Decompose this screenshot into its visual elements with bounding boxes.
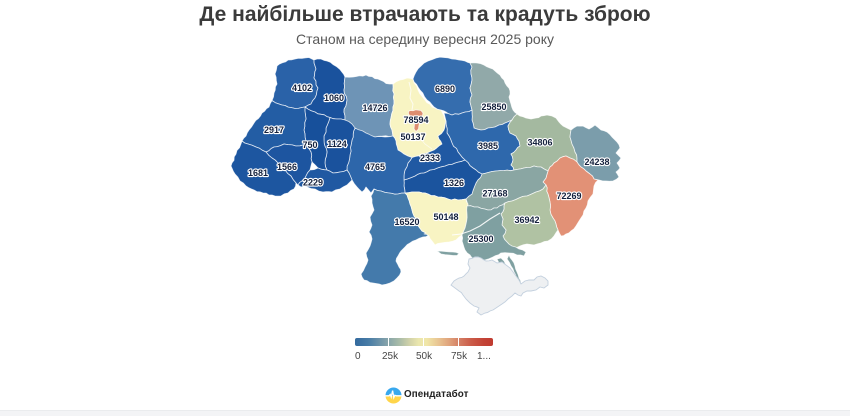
- svg-text:25850: 25850: [481, 102, 506, 112]
- svg-text:3985: 3985: [478, 141, 498, 151]
- svg-text:2229: 2229: [303, 178, 323, 188]
- svg-text:72269: 72269: [556, 191, 581, 201]
- svg-text:2333: 2333: [420, 153, 440, 163]
- svg-text:1124: 1124: [327, 139, 347, 149]
- svg-text:1060: 1060: [324, 93, 344, 103]
- svg-text:24238: 24238: [584, 157, 609, 167]
- svg-text:36942: 36942: [514, 215, 539, 225]
- svg-text:1566: 1566: [277, 162, 297, 172]
- svg-text:50137: 50137: [400, 132, 425, 142]
- svg-text:14726: 14726: [362, 103, 387, 113]
- svg-text:4765: 4765: [365, 162, 385, 172]
- svg-text:1681: 1681: [248, 168, 268, 178]
- svg-text:6890: 6890: [435, 84, 455, 94]
- svg-text:34806: 34806: [527, 138, 552, 148]
- svg-text:750: 750: [302, 140, 317, 150]
- svg-text:25300: 25300: [468, 234, 493, 244]
- svg-text:78594: 78594: [403, 115, 428, 125]
- svg-text:16520: 16520: [394, 217, 419, 227]
- svg-text:50148: 50148: [433, 212, 458, 222]
- svg-text:27168: 27168: [482, 189, 507, 199]
- svg-text:1326: 1326: [444, 178, 464, 188]
- svg-text:4102: 4102: [292, 83, 312, 93]
- svg-text:2917: 2917: [264, 125, 284, 135]
